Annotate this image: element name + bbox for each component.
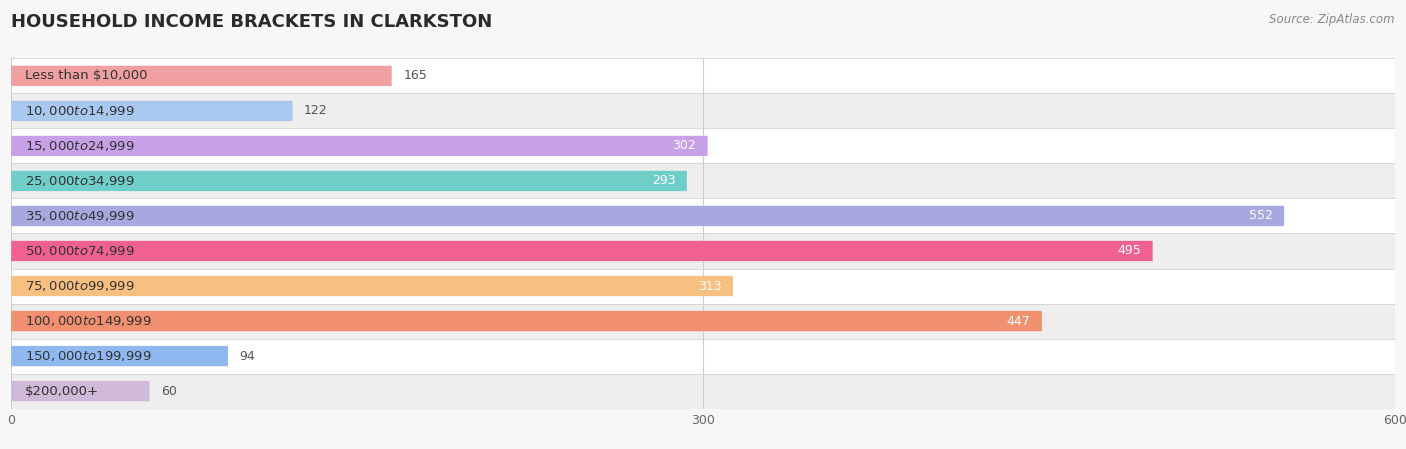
Text: 313: 313 [697,280,721,292]
Text: $35,000 to $49,999: $35,000 to $49,999 [25,209,135,223]
Bar [11,233,1395,269]
Text: 293: 293 [652,175,675,187]
Text: $75,000 to $99,999: $75,000 to $99,999 [25,279,135,293]
Text: Source: ZipAtlas.com: Source: ZipAtlas.com [1270,13,1395,26]
FancyBboxPatch shape [11,241,1153,261]
Text: 165: 165 [404,70,427,82]
Text: $50,000 to $74,999: $50,000 to $74,999 [25,244,135,258]
FancyBboxPatch shape [11,101,292,121]
Text: 60: 60 [162,385,177,397]
Bar [11,198,1395,233]
Text: HOUSEHOLD INCOME BRACKETS IN CLARKSTON: HOUSEHOLD INCOME BRACKETS IN CLARKSTON [11,13,492,31]
FancyBboxPatch shape [11,171,688,191]
Bar [11,128,1395,163]
FancyBboxPatch shape [11,381,149,401]
Text: $150,000 to $199,999: $150,000 to $199,999 [25,349,152,363]
FancyBboxPatch shape [11,206,1284,226]
Text: 552: 552 [1249,210,1272,222]
FancyBboxPatch shape [11,276,733,296]
FancyBboxPatch shape [11,136,707,156]
Bar [11,163,1395,198]
Bar [11,269,1395,304]
FancyBboxPatch shape [11,346,228,366]
Bar [11,93,1395,128]
Bar [11,304,1395,339]
Text: 122: 122 [304,105,328,117]
Text: 495: 495 [1118,245,1142,257]
FancyBboxPatch shape [11,311,1042,331]
Bar [11,339,1395,374]
Text: $15,000 to $24,999: $15,000 to $24,999 [25,139,135,153]
Text: 302: 302 [672,140,696,152]
Text: $200,000+: $200,000+ [25,385,98,397]
Text: $100,000 to $149,999: $100,000 to $149,999 [25,314,152,328]
Bar [11,58,1395,93]
Text: 447: 447 [1007,315,1031,327]
Bar [11,374,1395,409]
Text: $25,000 to $34,999: $25,000 to $34,999 [25,174,135,188]
Text: $10,000 to $14,999: $10,000 to $14,999 [25,104,135,118]
Text: Less than $10,000: Less than $10,000 [25,70,148,82]
Text: 94: 94 [239,350,256,362]
FancyBboxPatch shape [11,66,392,86]
